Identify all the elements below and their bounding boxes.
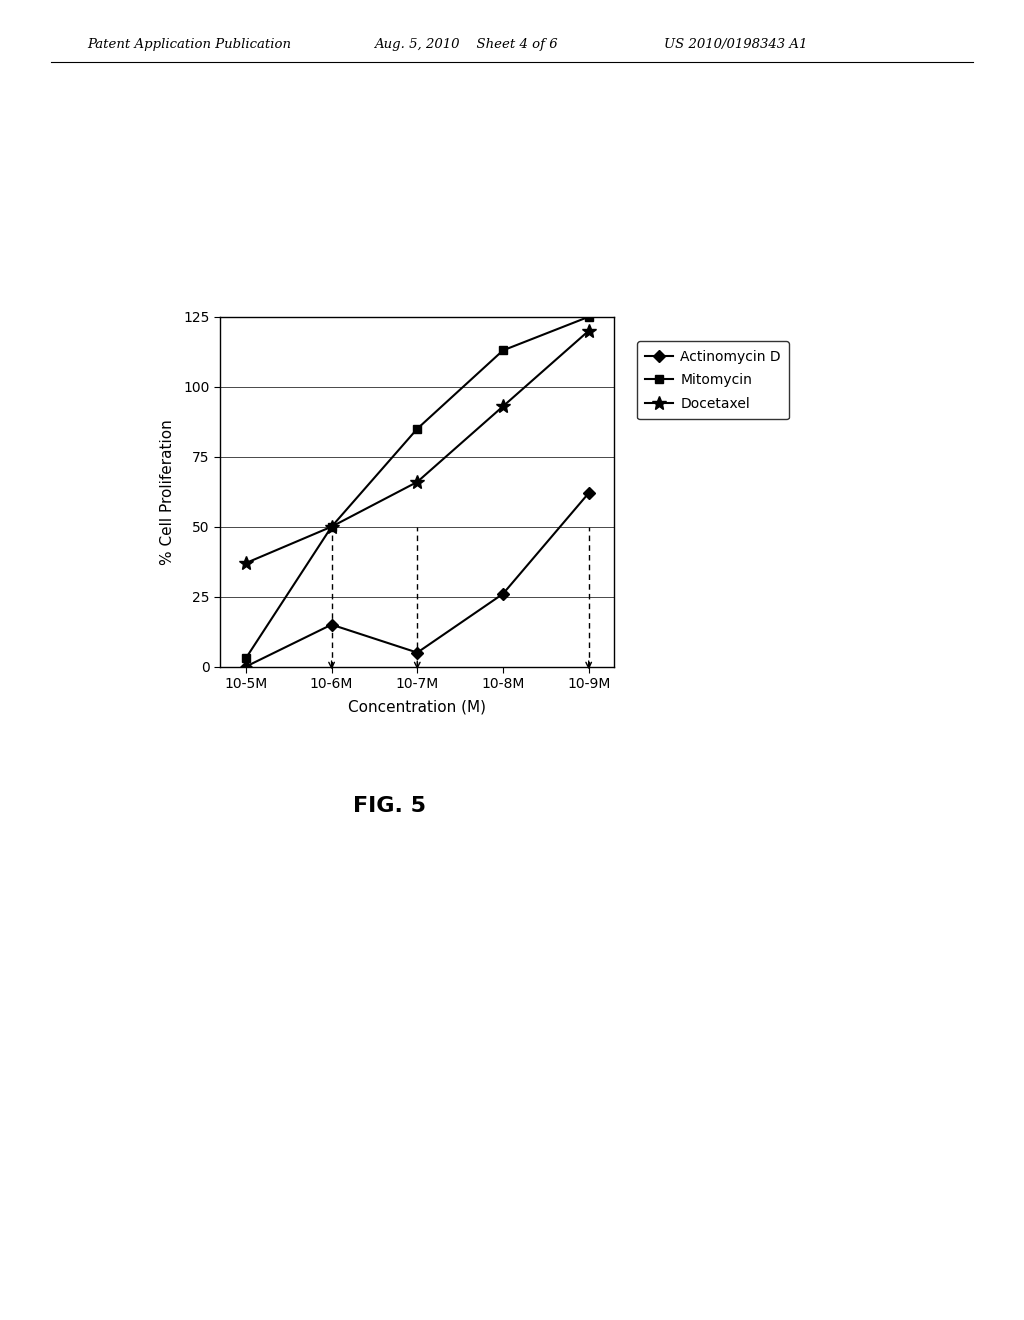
Mitomycin [497,342,509,358]
Actinomycin D [326,616,338,632]
Text: Aug. 5, 2010    Sheet 4 of 6: Aug. 5, 2010 Sheet 4 of 6 [374,37,557,50]
Mitomycin [326,519,338,535]
Text: FIG. 5: FIG. 5 [352,796,426,816]
Line: Mitomycin: Mitomycin [242,313,593,663]
Actinomycin D [497,586,509,602]
Y-axis label: % Cell Proliferation: % Cell Proliferation [160,418,175,565]
Line: Actinomycin D: Actinomycin D [242,488,593,671]
Mitomycin [412,421,424,437]
X-axis label: Concentration (M): Concentration (M) [348,700,486,714]
Mitomycin [583,309,595,325]
Legend: Actinomycin D, Mitomycin, Docetaxel: Actinomycin D, Mitomycin, Docetaxel [637,342,790,420]
Docetaxel [240,556,252,572]
Docetaxel [412,474,424,490]
Text: US 2010/0198343 A1: US 2010/0198343 A1 [664,37,807,50]
Actinomycin D [583,486,595,502]
Docetaxel [583,323,595,339]
Docetaxel [497,399,509,414]
Docetaxel [326,519,338,535]
Line: Docetaxel: Docetaxel [239,323,596,570]
Mitomycin [240,651,252,667]
Text: Patent Application Publication: Patent Application Publication [87,37,291,50]
Actinomycin D [240,659,252,675]
Actinomycin D [412,644,424,660]
